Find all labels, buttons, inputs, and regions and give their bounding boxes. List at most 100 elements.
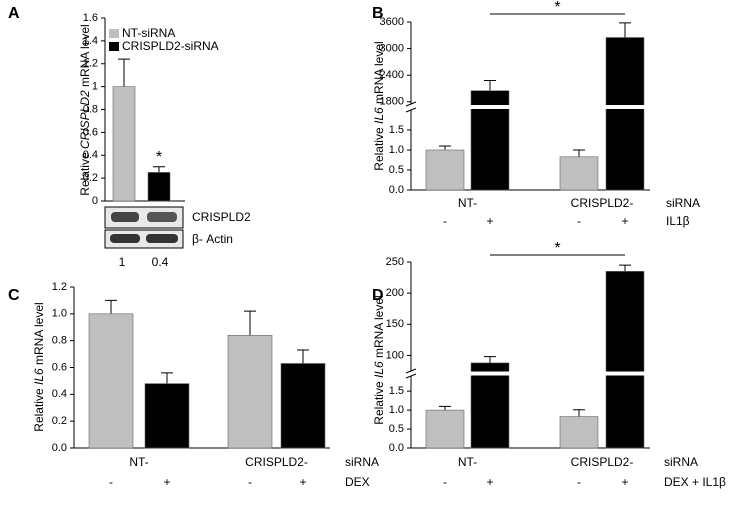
- axis-break-gap: [605, 371, 645, 376]
- y-tick-label: 0.6: [52, 361, 67, 373]
- y-axis-label: Relative IL6 mRNA level: [372, 41, 386, 170]
- y-tick-label: 1.4: [83, 35, 98, 47]
- significance-star: *: [554, 240, 560, 257]
- y-tick-label: 1.2: [83, 58, 98, 70]
- treatment-label: +: [299, 475, 306, 489]
- y-axis-label: Relative CRISPLD2 mRNA level: [78, 24, 92, 195]
- error-bar: [105, 299, 117, 314]
- y-tick-label: 1: [92, 81, 98, 93]
- axis-break: [405, 107, 417, 113]
- y-tick-label: 0.2: [52, 415, 67, 427]
- panel-label: A: [8, 5, 20, 22]
- error-bar: [619, 22, 631, 38]
- panel-label: C: [8, 287, 20, 304]
- bar: [88, 313, 134, 449]
- error-bar: [439, 145, 451, 150]
- bar: [280, 363, 326, 449]
- treatment-label: +: [163, 475, 170, 489]
- y-tick-label: 1.5: [389, 124, 404, 136]
- error-bar: [297, 349, 309, 364]
- treatment-label: -: [443, 475, 447, 489]
- y-axis-label-part: CRISPLD2: [78, 90, 92, 149]
- y-tick-label: 0.0: [52, 442, 67, 454]
- bar: [605, 37, 645, 191]
- error-bar: [484, 356, 496, 363]
- bar: [470, 362, 510, 449]
- axis-break: [405, 368, 417, 374]
- treatment-label: +: [621, 475, 628, 489]
- y-tick-label: 0.8: [83, 103, 98, 115]
- bar: [559, 416, 599, 449]
- blot-band: [147, 212, 177, 222]
- panel-label: D: [372, 287, 384, 304]
- y-axis-label-part: Relative: [32, 385, 46, 432]
- y-tick-label: 0.4: [52, 388, 67, 400]
- error-bar: [619, 264, 631, 272]
- treatment-label: +: [621, 214, 628, 228]
- group-axis-label: siRNA: [666, 196, 700, 210]
- y-tick-label: 0.2: [83, 172, 98, 184]
- blot-quantification: 0.4: [152, 255, 169, 269]
- y-tick-label: 250: [386, 256, 404, 268]
- y-tick-label: 0.5: [389, 423, 404, 435]
- group-label: CRISPLD2-: [245, 455, 308, 469]
- error-bar: [439, 405, 451, 411]
- group-label: CRISPLD2-: [571, 196, 634, 210]
- y-tick-label: 1.0: [389, 144, 404, 156]
- y-tick-label: 0.8: [52, 335, 67, 347]
- treatment-label: -: [109, 475, 113, 489]
- panel-label: B: [372, 5, 384, 22]
- y-axis-label-part: IL6: [372, 361, 386, 378]
- error-bar: [244, 310, 256, 336]
- treatment-label: -: [443, 214, 447, 228]
- axis-break-gap: [470, 105, 510, 109]
- blot-label: β- Actin: [192, 232, 233, 246]
- bar: [425, 409, 465, 449]
- legend-swatch: [109, 42, 119, 51]
- bar: [559, 156, 599, 191]
- y-axis-label: Relative IL6 mRNA level: [372, 295, 386, 424]
- y-axis-label-part: mRNA level: [78, 24, 92, 90]
- y-tick-label: 0.4: [83, 149, 98, 161]
- y-axis-label-part: mRNA level: [372, 295, 386, 361]
- axis-break: [405, 373, 417, 379]
- y-axis-label: Relative IL6 mRNA level: [32, 302, 46, 431]
- y-tick-label: 1.6: [83, 12, 98, 24]
- error-bar: [573, 409, 585, 417]
- western-blot: CRISPLD2 β- Actin 1 0.4: [104, 206, 251, 269]
- error-bar: [118, 58, 130, 87]
- y-tick-label: 0.5: [389, 164, 404, 176]
- group-label: NT-: [458, 455, 477, 469]
- y-tick-label: 1.0: [52, 308, 67, 320]
- treatment-axis-label: DEX: [345, 475, 370, 489]
- y-tick-label: 3600: [380, 16, 404, 28]
- y-axis-label-part: IL6: [372, 107, 386, 124]
- legend-label: NT-siRNA: [122, 26, 175, 40]
- significance-star: *: [156, 149, 162, 166]
- group-label: CRISPLD2-: [571, 455, 634, 469]
- y-axis-label-part: IL6: [32, 368, 46, 385]
- y-tick-label: 200: [386, 287, 404, 299]
- y-tick-label: 100: [386, 349, 404, 361]
- y-tick-label: 1800: [380, 96, 404, 108]
- significance-star: *: [554, 0, 560, 16]
- blot-band: [110, 234, 140, 243]
- y-axis-label-part: Relative: [372, 124, 386, 171]
- axis-break-gap: [470, 371, 510, 376]
- y-axis-label-part: mRNA level: [372, 41, 386, 107]
- y-tick-label: 0: [92, 195, 98, 207]
- treatment-label: +: [486, 475, 493, 489]
- treatment-label: -: [248, 475, 252, 489]
- bar: [147, 172, 171, 202]
- y-tick-label: 3000: [380, 43, 404, 55]
- y-tick-label: 1.5: [389, 385, 404, 397]
- y-tick-label: 0.6: [83, 126, 98, 138]
- y-tick-label: 1.2: [52, 281, 67, 293]
- group-axis-label: siRNA: [664, 455, 698, 469]
- legend-label: CRISPLD2-siRNA: [122, 39, 219, 53]
- y-tick-label: 0.0: [389, 442, 404, 454]
- bar: [227, 334, 273, 449]
- error-bar: [573, 149, 585, 157]
- y-axis-label-part: mRNA level: [32, 302, 46, 368]
